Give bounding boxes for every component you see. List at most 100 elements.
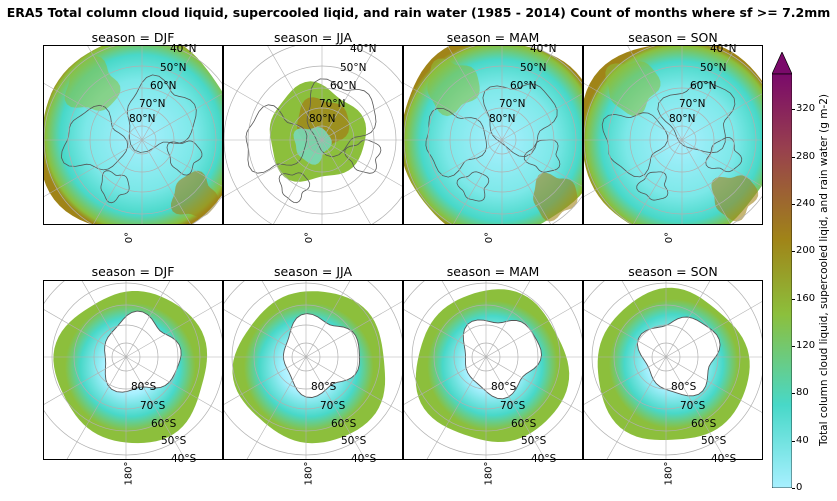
graticule-meridian bbox=[224, 301, 402, 405]
coastline bbox=[482, 83, 558, 158]
map-panel-north-mam bbox=[403, 45, 583, 225]
map-panel-north-son bbox=[583, 45, 763, 225]
map-panel-south-jja bbox=[223, 280, 403, 460]
panel-title-north-son: season = SON bbox=[628, 30, 718, 45]
colorbar-tick-mark bbox=[792, 109, 795, 111]
antarctica-no-data bbox=[463, 319, 542, 399]
colorbar-tick-mark bbox=[792, 298, 795, 300]
colorbar-tick-label: 40 bbox=[796, 434, 809, 446]
colorbar-tick-mark bbox=[792, 440, 795, 442]
colorbar-gradient bbox=[772, 73, 792, 488]
colorbar-tick-label: 320 bbox=[796, 103, 816, 115]
colorbar-tick-label: 160 bbox=[796, 292, 816, 304]
colorbar-tick-mark bbox=[792, 393, 795, 395]
antarctica-no-data bbox=[283, 313, 360, 398]
lat-label: 50°N bbox=[340, 62, 367, 74]
lat-label: 60°S bbox=[331, 418, 357, 430]
lat-label: 60°N bbox=[150, 80, 177, 92]
lat-label: 50°S bbox=[521, 435, 547, 447]
lat-label: 80°N bbox=[309, 113, 336, 125]
polar-map bbox=[584, 281, 762, 459]
lat-label: 40°S bbox=[351, 453, 377, 465]
colorbar-label: Total column cloud liquid, supercooled l… bbox=[818, 93, 830, 447]
graticule-meridian bbox=[404, 301, 582, 405]
lat-label: 80°S bbox=[491, 381, 517, 393]
lat-label: 40°N bbox=[530, 43, 557, 55]
map-panel-north-djf bbox=[43, 45, 223, 225]
lon-label-north-jja: 0° bbox=[304, 231, 316, 244]
colorbar-tick-mark bbox=[792, 251, 795, 253]
lat-label: 40°S bbox=[711, 453, 737, 465]
colorbar-extend-arrow bbox=[772, 52, 792, 75]
lat-label: 40°N bbox=[170, 43, 197, 55]
lat-label: 70°S bbox=[500, 400, 526, 412]
graticule-meridian bbox=[44, 93, 222, 197]
graticule-meridian bbox=[224, 93, 402, 197]
lat-label: 70°N bbox=[319, 98, 346, 110]
lon-label-south-son: 180° bbox=[663, 461, 675, 486]
colorbar-tick-label: 200 bbox=[796, 245, 816, 257]
polar-map bbox=[404, 281, 582, 459]
lat-label: 50°S bbox=[341, 435, 367, 447]
graticule-meridian bbox=[584, 301, 762, 405]
lon-label-north-mam: 0° bbox=[484, 231, 496, 244]
coastline bbox=[344, 139, 382, 174]
lat-label: 60°N bbox=[510, 80, 537, 92]
panel-title-south-mam: season = MAM bbox=[446, 264, 540, 279]
coastline bbox=[278, 172, 311, 204]
coastline bbox=[636, 316, 721, 397]
coastline bbox=[306, 78, 377, 158]
lat-label: 70°S bbox=[680, 400, 706, 412]
lon-label-south-djf: 180° bbox=[123, 461, 135, 486]
panel-title-north-jja: season = JJA bbox=[273, 30, 353, 45]
coastline bbox=[462, 319, 542, 400]
colorbar-tick-label: 280 bbox=[796, 150, 816, 162]
antarctica-no-data bbox=[104, 311, 182, 393]
data-field-high bbox=[711, 175, 759, 222]
lat-label: 50°S bbox=[701, 435, 727, 447]
panel-title-south-jja: season = JJA bbox=[273, 264, 353, 279]
map-panel-north-jja bbox=[223, 45, 403, 225]
map-panel-south-mam bbox=[403, 280, 583, 460]
colorbar-tick-label: 0 bbox=[796, 482, 803, 493]
lat-label: 40°N bbox=[350, 43, 377, 55]
lat-label: 50°N bbox=[520, 62, 547, 74]
lat-label: 80°N bbox=[489, 113, 516, 125]
polar-map bbox=[44, 46, 222, 224]
polar-map bbox=[224, 281, 402, 459]
colorbar-tick-mark bbox=[792, 204, 795, 206]
lat-label: 70°S bbox=[320, 400, 346, 412]
lat-label: 80°S bbox=[671, 381, 697, 393]
data-field-high bbox=[533, 172, 578, 222]
lat-label: 60°N bbox=[690, 80, 717, 92]
coastline bbox=[104, 310, 182, 393]
data-field-high bbox=[171, 170, 219, 218]
panel-title-south-djf: season = DJF bbox=[91, 264, 175, 279]
polar-map bbox=[584, 46, 762, 224]
panel-title-south-son: season = SON bbox=[628, 264, 718, 279]
coastline bbox=[456, 171, 490, 202]
lat-label: 70°N bbox=[139, 98, 166, 110]
polar-map bbox=[404, 46, 582, 224]
lat-label: 70°N bbox=[499, 98, 526, 110]
colorbar bbox=[772, 52, 792, 488]
lon-label-north-djf: 0° bbox=[124, 231, 136, 244]
panel-title-north-mam: season = MAM bbox=[446, 30, 540, 45]
colorbar-tick-label: 240 bbox=[796, 198, 816, 210]
colorbar-tick-mark bbox=[792, 156, 795, 158]
colorbar-tick-mark bbox=[792, 488, 795, 489]
data-field-high bbox=[64, 56, 121, 111]
coastline bbox=[245, 104, 308, 174]
lat-label: 70°N bbox=[679, 98, 706, 110]
coastline bbox=[636, 171, 669, 201]
figure-title: ERA5 Total column cloud liquid, supercoo… bbox=[6, 5, 831, 20]
lat-label: 80°N bbox=[669, 113, 696, 125]
lat-label: 40°S bbox=[171, 453, 197, 465]
lat-label: 50°S bbox=[161, 435, 187, 447]
lat-label: 60°S bbox=[691, 418, 717, 430]
lat-label: 80°S bbox=[311, 381, 337, 393]
coastline bbox=[60, 104, 129, 171]
colorbar-tick-label: 80 bbox=[796, 387, 809, 399]
polar-map bbox=[224, 46, 402, 224]
coastline bbox=[705, 137, 743, 173]
